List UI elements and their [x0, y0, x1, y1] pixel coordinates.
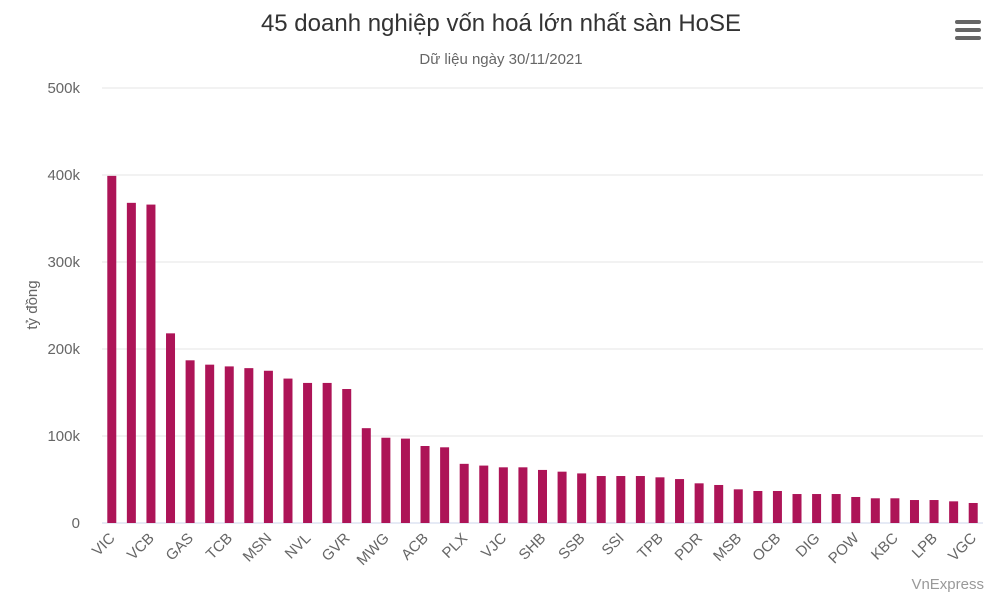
bar — [831, 494, 841, 523]
bar — [400, 438, 410, 523]
bar — [342, 389, 352, 523]
bar — [440, 447, 450, 523]
x-tick-label: PLX — [439, 530, 471, 562]
bar — [459, 463, 469, 523]
y-axis-title: tỷ đồng — [24, 280, 41, 329]
bar — [381, 437, 391, 523]
x-tick-label: MSB — [710, 530, 745, 565]
hamburger-menu-icon[interactable] — [955, 20, 981, 42]
bar — [812, 494, 822, 523]
bar — [714, 484, 724, 523]
x-tick-label: SSI — [599, 530, 628, 559]
x-tick-label: VGC — [945, 530, 980, 565]
bar — [322, 382, 332, 523]
x-tick-label: GVR — [319, 530, 354, 565]
x-tick-label: POW — [825, 529, 863, 567]
x-tick-label: MSN — [240, 530, 276, 566]
bar — [479, 465, 489, 523]
bar — [596, 476, 606, 523]
bar — [361, 428, 371, 523]
bar — [968, 502, 978, 523]
bar — [753, 490, 763, 523]
bar — [557, 471, 567, 523]
x-tick-label: PDR — [672, 530, 707, 565]
bar — [929, 500, 939, 523]
bar — [205, 364, 215, 523]
x-tick-label: DIG — [793, 530, 824, 561]
bar — [694, 483, 704, 523]
y-tick-label: 300k — [47, 254, 80, 271]
bar — [107, 175, 117, 523]
bar — [949, 501, 959, 523]
bar — [890, 498, 900, 523]
x-tick-label: VCB — [124, 530, 158, 564]
x-tick-label: LPB — [909, 530, 941, 562]
x-tick-label: ACB — [398, 530, 432, 564]
y-tick-label: 200k — [47, 341, 80, 358]
x-tick-label: SHB — [515, 530, 549, 564]
y-tick-label: 100k — [47, 428, 80, 445]
x-tick-label: VIC — [89, 530, 119, 560]
bar — [870, 498, 880, 523]
chart-title: 45 doanh nghiệp vốn hoá lớn nhất sàn HoS… — [260, 10, 742, 37]
bar — [283, 378, 293, 523]
bar — [244, 368, 254, 523]
bar — [126, 202, 136, 523]
bar — [303, 382, 313, 523]
x-tick-label: GAS — [163, 530, 197, 564]
bar — [263, 370, 273, 523]
bar — [851, 496, 861, 523]
bar — [538, 469, 547, 523]
x-tick-label: KBC — [868, 530, 902, 564]
x-tick-label: SSB — [555, 530, 588, 563]
bar — [577, 473, 587, 523]
bar — [675, 479, 685, 523]
chart-subtitle: Dữ liệu ngày 30/11/2021 — [419, 51, 583, 68]
x-tick-label: NVL — [282, 530, 315, 563]
bar — [909, 500, 919, 523]
bar — [224, 366, 234, 523]
x-tick-label: MWG — [354, 530, 393, 569]
y-tick-label: 400k — [47, 167, 80, 184]
x-tick-label: OCB — [749, 530, 784, 565]
bar — [146, 204, 156, 523]
x-tick-label: VJC — [478, 530, 510, 562]
bar — [185, 360, 195, 523]
bar — [772, 490, 782, 523]
bar — [518, 467, 528, 523]
bar — [616, 476, 626, 523]
bar — [792, 494, 802, 523]
y-tick-label: 0 — [72, 515, 80, 532]
bar — [420, 446, 430, 523]
bar — [166, 333, 176, 523]
bar — [733, 489, 743, 523]
credit-label[interactable]: VnExpress — [911, 576, 984, 593]
y-tick-label: 500k — [47, 80, 80, 97]
bar — [635, 476, 645, 523]
bar — [498, 467, 508, 523]
x-tick-label: TCB — [203, 530, 236, 563]
x-tick-label: TPB — [634, 530, 667, 563]
bar — [655, 477, 665, 523]
